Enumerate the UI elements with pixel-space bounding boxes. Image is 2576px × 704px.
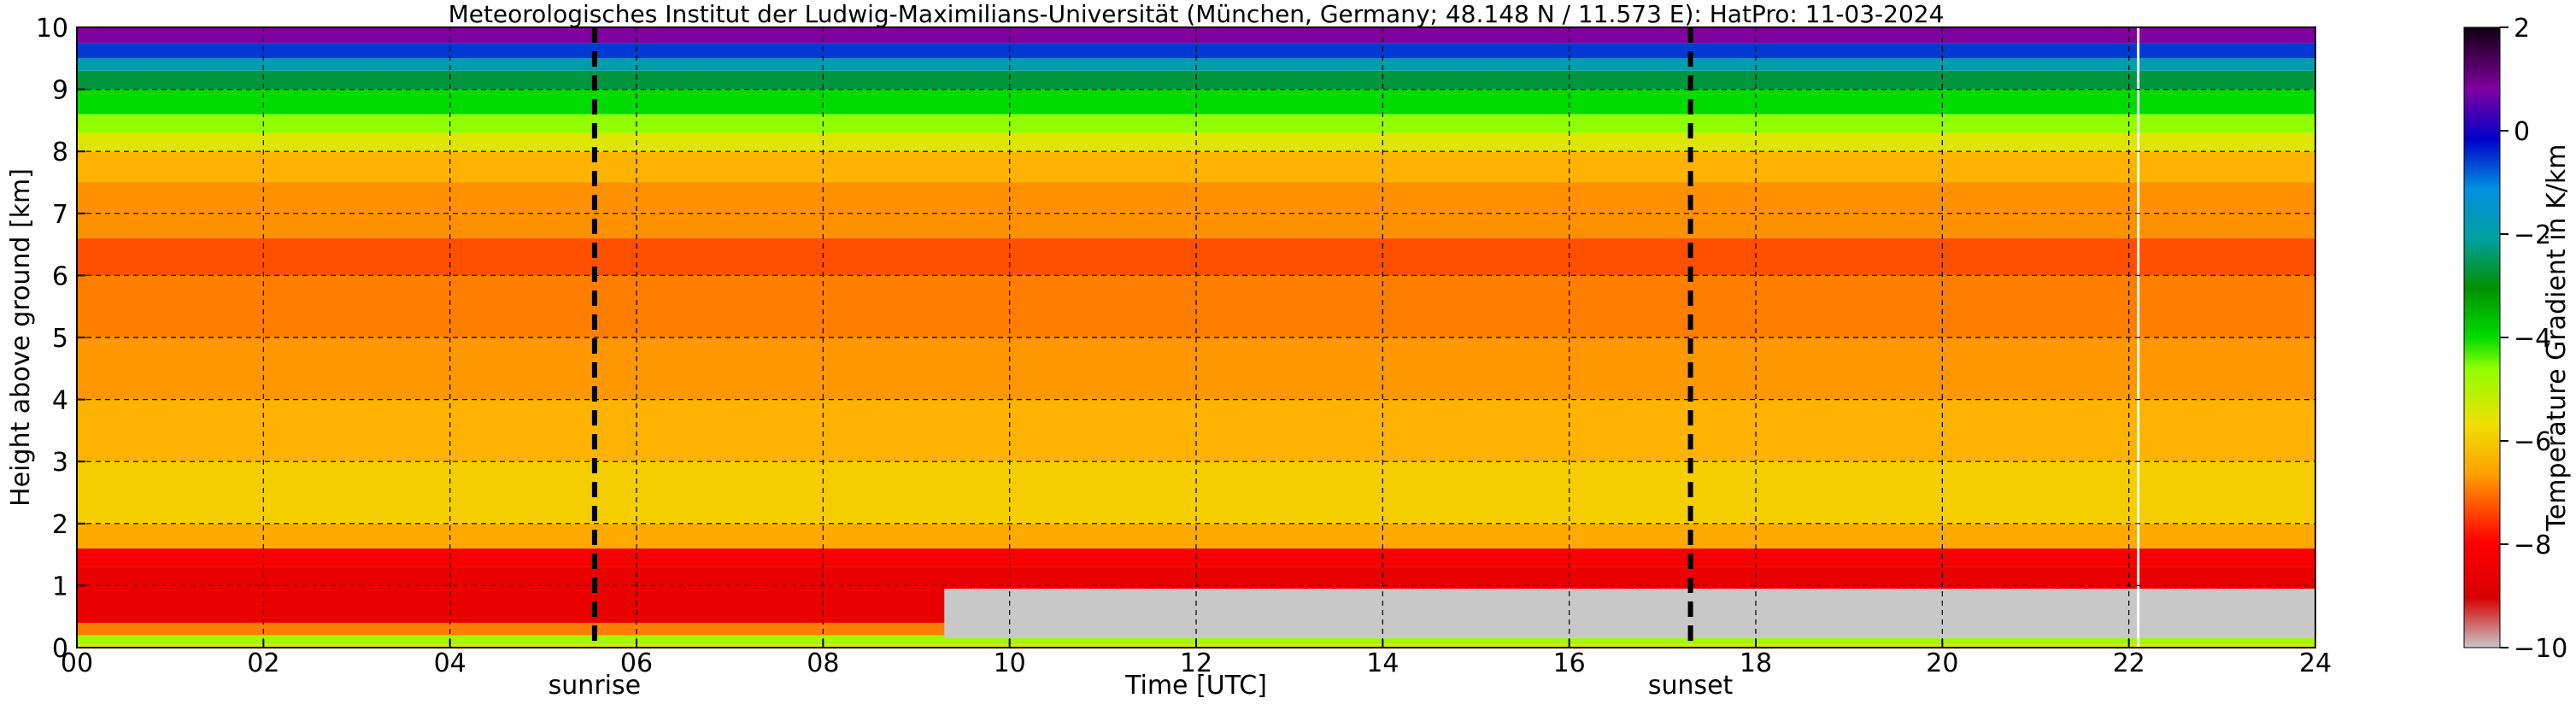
- chart-title: Meteorologisches Institut der Ludwig-Max…: [449, 0, 1945, 28]
- y-tick-label: 4: [52, 386, 68, 416]
- colorbar-tick-label: −8: [2514, 531, 2551, 560]
- x-tick-label: 00: [61, 648, 93, 678]
- y-tick-label: 2: [52, 510, 68, 540]
- x-tick-label: 06: [620, 648, 653, 678]
- heatmap-layer: [77, 151, 2315, 183]
- colorbar-ticks: 2 0 −2 −4 −6 −8 −10: [2500, 14, 2567, 664]
- x-tick-label: 04: [434, 648, 466, 678]
- sunrise-label: sunrise: [549, 671, 641, 701]
- x-tick-label: 08: [807, 648, 839, 678]
- y-axis-ticks: 0 1 2 3 4 5 6 7 8 9 10: [36, 14, 85, 664]
- y-tick-label: 9: [52, 76, 68, 106]
- colorbar-tick-label: −10: [2514, 634, 2567, 664]
- y-axis-label: Height above ground [km]: [6, 168, 36, 507]
- y-tick-label: 3: [52, 448, 68, 478]
- y-tick-label: 7: [52, 200, 68, 230]
- y-tick-label: 5: [52, 324, 68, 354]
- y-tick-label: 6: [52, 261, 68, 291]
- x-tick-label: 22: [2113, 648, 2145, 678]
- x-tick-label: 14: [1366, 648, 1399, 678]
- colorbar-tick-label: −2: [2514, 220, 2551, 250]
- sunset-label: sunset: [1648, 671, 1734, 701]
- x-axis-ticks: 00 02 04 06 08 10 12 14 16 18 20 22 24: [61, 639, 2332, 678]
- x-tick-label: 16: [1553, 648, 1586, 678]
- x-tick-label: 12: [1180, 648, 1212, 678]
- x-tick-label: 24: [2299, 648, 2332, 678]
- colorbar-tick-label: −4: [2514, 324, 2551, 354]
- heatmap-layer: [77, 89, 2315, 114]
- inversion-region: [944, 589, 2315, 639]
- x-axis-label: Time [UTC]: [1124, 671, 1267, 701]
- x-tick-label: 10: [994, 648, 1026, 678]
- colorbar-tick-label: −6: [2514, 427, 2551, 457]
- colorbar: [2463, 26, 2501, 648]
- y-tick-label: 10: [36, 14, 68, 44]
- x-tick-label: 20: [1926, 648, 1958, 678]
- colorbar-tick-label: 0: [2514, 117, 2530, 147]
- y-tick-label: 8: [52, 138, 68, 167]
- event-markers: sunrise sunset: [549, 27, 1734, 701]
- colorbar-tick-label: 2: [2514, 14, 2530, 44]
- x-tick-label: 18: [1740, 648, 1772, 678]
- y-tick-label: 1: [52, 572, 68, 601]
- y-tick-label: 0: [52, 634, 68, 664]
- x-tick-label: 02: [247, 648, 279, 678]
- colorbar-label: Temperature Gradient in K/km: [2542, 144, 2572, 532]
